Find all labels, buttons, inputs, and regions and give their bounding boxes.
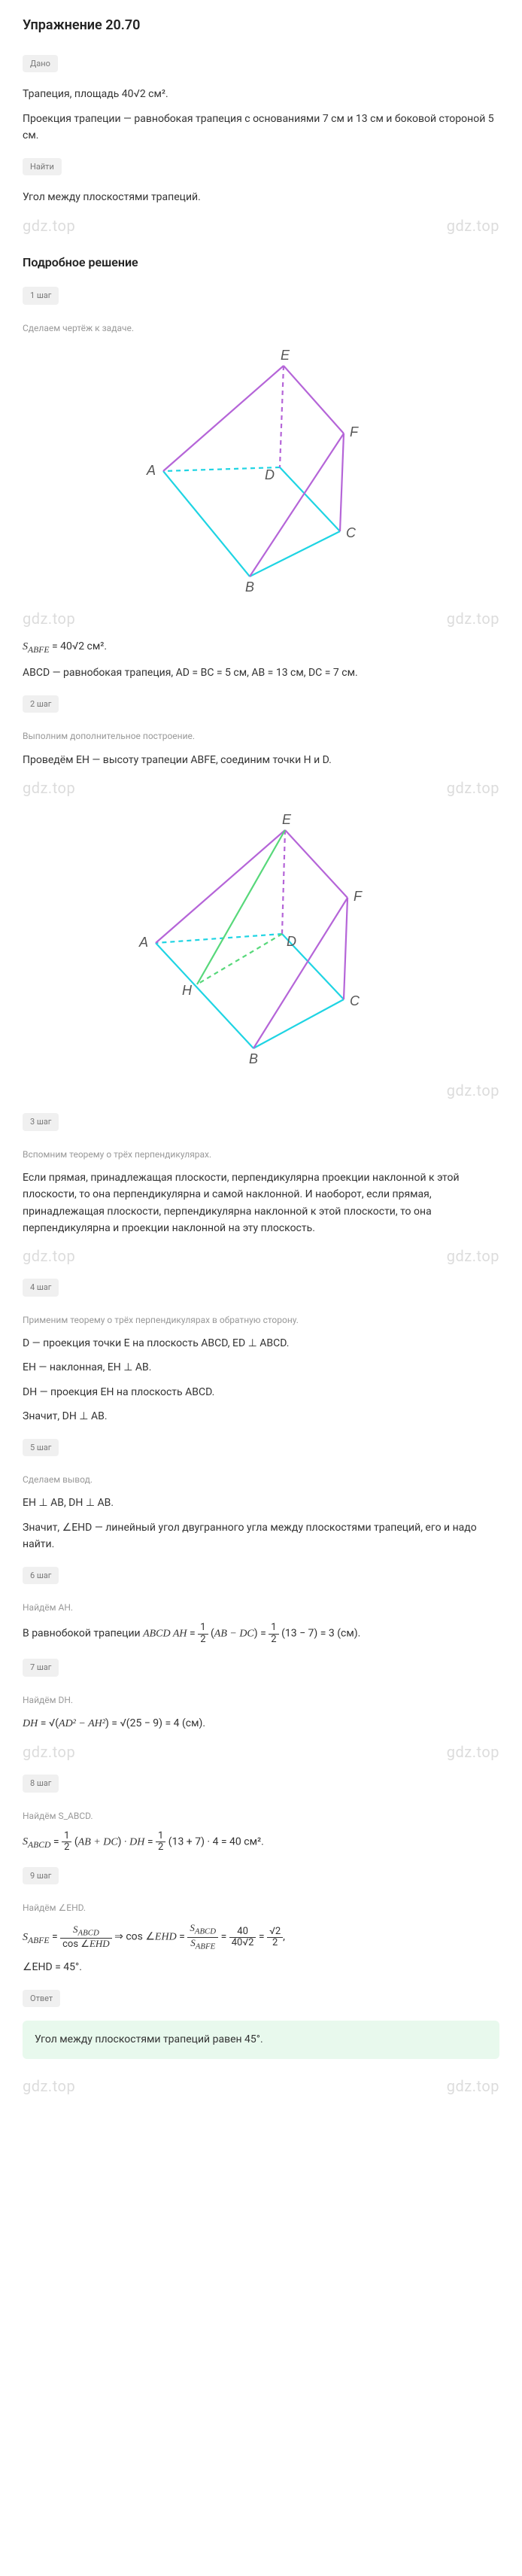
watermark: gdz.top xyxy=(23,1244,75,1268)
step-7-para: DH = √(AD² − AH²) = √(25 − 9) = 4 (см). xyxy=(23,1715,499,1732)
step-1-label: 1 шаг xyxy=(23,287,59,305)
watermark: gdz.top xyxy=(447,607,499,631)
step-7-text: Найдём DH. xyxy=(23,1693,499,1708)
step-5b: Значит, ∠EHD — линейный угол двугранного… xyxy=(23,1519,499,1553)
find-text: Угол между плоскостями трапеций. xyxy=(23,189,499,205)
watermark-row: gdz.top gdz.top xyxy=(23,1244,499,1268)
svg-text:F: F xyxy=(350,424,359,439)
page-title: Упражнение 20.70 xyxy=(23,15,499,37)
step-6-para: В равнобокой трапеции ABCD AH = 12 (AB −… xyxy=(23,1623,499,1645)
step-8-label: 8 шаг xyxy=(23,1775,59,1793)
watermark: gdz.top xyxy=(23,1740,75,1764)
step-1-text: Сделаем чертёж к задаче. xyxy=(23,321,499,336)
watermark-row: gdz.top gdz.top xyxy=(23,2074,499,2098)
figure-2: A B C D E F H xyxy=(23,807,499,1063)
watermark xyxy=(23,1078,26,1102)
step-4-text: Применим теорему о трёх перпендикулярах … xyxy=(23,1313,499,1328)
eq-area: SABFE = 40√2 см². xyxy=(23,638,499,657)
step-3-text: Вспомним теорему о трёх перпендикулярах. xyxy=(23,1148,499,1162)
step-9-label: 9 шаг xyxy=(23,1867,59,1885)
step-5a: EH ⊥ AB, DH ⊥ AB. xyxy=(23,1495,499,1511)
step-5-text: Сделаем вывод. xyxy=(23,1473,499,1487)
eq-trapezoid: ABCD — равнобокая трапеция, AD = BC = 5 … xyxy=(23,665,499,681)
given-line-2: Проекция трапеции — равнобокая трапеция … xyxy=(23,111,499,144)
watermark: gdz.top xyxy=(447,776,499,800)
watermark: gdz.top xyxy=(447,1740,499,1764)
watermark: gdz.top xyxy=(447,214,499,238)
svg-text:C: C xyxy=(346,525,357,540)
step-4d: Значит, DH ⊥ AB. xyxy=(23,1408,499,1425)
step-3-label: 3 шаг xyxy=(23,1113,59,1131)
watermark-row: gdz.top gdz.top xyxy=(23,607,499,631)
step-3-para: Если прямая, принадлежащая плоскости, пе… xyxy=(23,1169,499,1237)
watermark: gdz.top xyxy=(23,776,75,800)
watermark-row: gdz.top xyxy=(23,1078,499,1102)
step-4-label: 4 шаг xyxy=(23,1279,59,1297)
step-2-label: 2 шаг xyxy=(23,695,59,713)
solution-heading: Подробное решение xyxy=(23,253,499,272)
watermark: gdz.top xyxy=(447,1244,499,1268)
watermark-row: gdz.top gdz.top xyxy=(23,776,499,800)
step-6-text: Найдём AH. xyxy=(23,1601,499,1615)
svg-text:F: F xyxy=(354,889,363,904)
svg-text:A: A xyxy=(146,463,156,478)
svg-text:E: E xyxy=(282,812,292,827)
watermark-row: gdz.top gdz.top xyxy=(23,1740,499,1764)
step-5-label: 5 шаг xyxy=(23,1439,59,1457)
watermark: gdz.top xyxy=(447,2074,499,2098)
step-4a: D — проекция точки E на плоскость ABCD, … xyxy=(23,1335,499,1352)
step-2-para: Проведём EH — высоту трапеции ABFE, соед… xyxy=(23,752,499,768)
svg-text:D: D xyxy=(287,934,296,949)
step-8-text: Найдём S_ABCD. xyxy=(23,1809,499,1823)
step-7-label: 7 шаг xyxy=(23,1659,59,1677)
tag-find: Найти xyxy=(23,158,62,176)
svg-text:C: C xyxy=(350,993,360,1008)
svg-text:B: B xyxy=(245,579,254,592)
step-9-text: Найдём ∠EHD. xyxy=(23,1901,499,1915)
step-2-text: Выполним дополнительное построение. xyxy=(23,729,499,744)
svg-text:A: A xyxy=(138,935,148,950)
answer-box: Угол между плоскостями трапеций равен 45… xyxy=(23,2021,499,2058)
step-4b: EH — наклонная, EH ⊥ AB. xyxy=(23,1359,499,1376)
svg-text:E: E xyxy=(281,348,290,363)
svg-text:D: D xyxy=(265,467,275,482)
watermark: gdz.top xyxy=(23,607,75,631)
step-8-para: SABCD = 12 (AB + DC) · DH = 12 (13 + 7) … xyxy=(23,1831,499,1854)
svg-text:H: H xyxy=(182,983,193,998)
watermark: gdz.top xyxy=(23,2074,75,2098)
figure-1: A B C D E F xyxy=(23,343,499,592)
watermark: gdz.top xyxy=(447,1078,499,1102)
step-9b: ∠EHD = 45°. xyxy=(23,1959,499,1975)
step-6-label: 6 шаг xyxy=(23,1567,59,1585)
tag-answer: Ответ xyxy=(23,1990,60,2008)
svg-text:B: B xyxy=(249,1051,258,1063)
watermark: gdz.top xyxy=(23,214,75,238)
step-4c: DH — проекция EH на плоскость ABCD. xyxy=(23,1384,499,1401)
tag-given: Дано xyxy=(23,55,58,73)
step-9a: SABFE = SABCDcos ∠EHD ⇒ cos ∠EHD = SABCD… xyxy=(23,1923,499,1951)
watermark-row: gdz.top gdz.top xyxy=(23,214,499,238)
given-line-1: Трапеция, площадь 40√2 см². xyxy=(23,86,499,102)
